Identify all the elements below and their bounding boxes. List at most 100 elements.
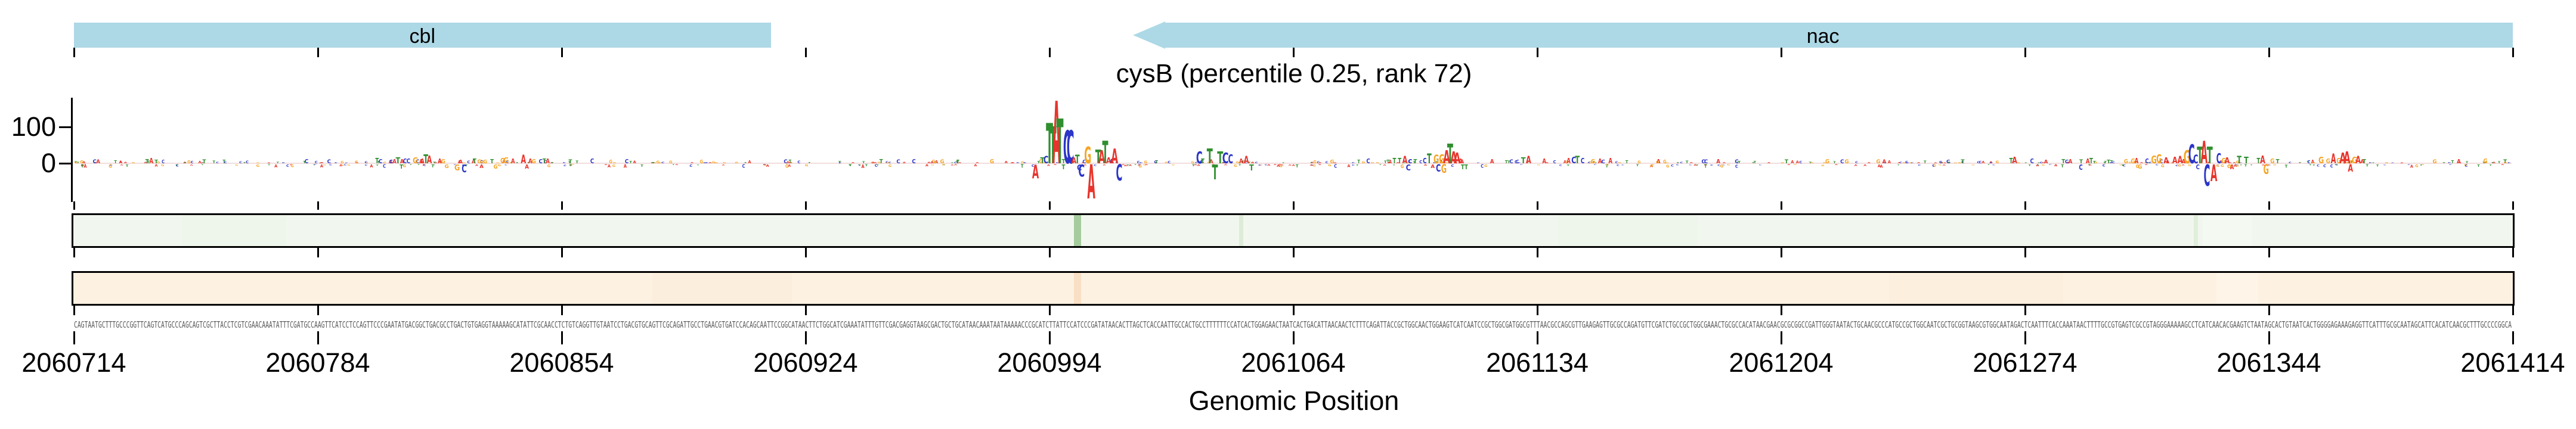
axis-tick [2024,48,2026,57]
logo-letter-G: G [2128,162,2131,164]
logo-letter-A: A [419,159,423,165]
logo-letter-T: T [2299,162,2302,164]
axis-tick [2268,331,2270,344]
logo-letter-C: C [1722,164,1725,166]
logo-letter-T: T [410,164,413,166]
logo-letter-A: A [290,164,293,166]
logo-letter-G: G [1537,164,1540,166]
axis-tick [2512,201,2514,210]
logo-letter-G: G [1909,162,1912,164]
logo-letter-G: G [1720,164,1724,169]
logo-letter-T: T [2061,164,2064,169]
logo-letter-T: T [1212,161,1218,185]
logo-letter-T: T [1049,117,1057,175]
logo-letter-A: A [1542,158,1546,165]
x-axis-title: Genomic Position [1188,386,1400,416]
logo-letter-G: G [1172,164,1175,166]
logo-letter-G: G [1143,164,1146,166]
logo-letter-T: T [880,159,884,165]
logo-letter-A: A [651,162,654,164]
logo-letter-A: A [1072,156,1077,165]
logo-letter-G: G [161,164,164,167]
logo-letter-A: A [521,153,526,166]
axis-tick [2268,248,2270,257]
logo-letter-C: C [797,160,800,164]
logo-letter-T: T [147,160,150,164]
logo-letter-A: A [1318,164,1321,166]
logo-letter-T: T [1526,162,1529,164]
axis-tick [2512,331,2514,344]
logo-letter-C: C [1063,122,1071,174]
logo-letter-A: A [722,164,725,166]
logo-letter-C: C [1137,161,1140,164]
logo-letter-A: A [1011,162,1014,164]
logo-letter-T: T [1248,161,1251,164]
logo-letter-A: A [434,161,438,164]
logo-letter-A: A [2207,161,2211,164]
logo-letter-T: T [543,158,546,165]
logo-letter-T: T [2250,164,2253,166]
logo-letter-G: G [763,164,766,166]
logo-letter-T: T [1075,153,1080,166]
logo-letter-T: T [1592,161,1595,164]
logo-letter-C: C [784,159,787,165]
logo-letter-T: T [1940,162,1943,164]
logo-letter-C: C [2149,161,2152,164]
logo-letter-G: G [1138,164,1142,169]
logo-letter-C: C [201,162,204,164]
logo-letter-A: A [1566,156,1571,165]
logo-letter-C: C [389,158,393,164]
logo-letter-T: T [1126,164,1129,167]
logo-letter-G: G [1208,161,1210,164]
logo-letter-A: A [183,161,187,164]
axis-tick [561,331,563,344]
logo-letter-G: G [256,162,259,164]
logo-letter-T: T [1296,164,1299,169]
track-stripe [182,215,287,246]
logo-letter-G: G [659,162,662,164]
axis-tick [1292,306,1295,315]
logo-letter-T: T [1505,160,1508,164]
logo-letter-A: A [1868,162,1871,164]
logo-letter-C: C [327,159,331,165]
axis-tick [2024,331,2026,344]
logo-letter-C: C [1110,158,1114,165]
logo-letter-A: A [1657,158,1661,165]
logo-letter-C: C [2236,164,2238,166]
logo-letter-C: C [1701,159,1705,165]
logo-letter-C: C [2103,164,2106,167]
x-tick-label: 2061274 [1973,347,2077,378]
logo-letter-T: T [1987,164,1990,166]
logo-letter-C: C [1082,158,1086,164]
logo-letter-G: G [2385,162,2388,164]
logo-letter-C: C [315,161,318,164]
logo-letter-C: C [858,164,861,166]
logo-letter-T: T [849,164,852,166]
logo-letter-G: G [1650,164,1654,167]
logo-letter-T: T [696,164,699,166]
logo-letter-A: A [502,159,506,165]
logo-letter-A: A [1526,155,1531,166]
logo-letter-C: C [1509,159,1513,165]
logo-letter-C: C [216,162,219,164]
logo-letter-C: C [1406,163,1411,172]
logo-letter-G: G [2134,162,2137,164]
logo-letter-A: A [874,162,877,164]
logo-letter-A: A [1723,162,1726,164]
logo-letter-C: C [838,162,841,164]
logo-letter-G: G [1565,160,1568,164]
axis-tick [1292,248,1295,257]
logo-letter-C: C [2065,158,2069,164]
logo-letter-A: A [903,162,906,164]
logo-letter-T: T [2237,155,2241,166]
logo-letter-A: A [935,159,939,164]
logo-letter-T: T [672,164,675,166]
logo-letter-C: C [1265,164,1268,166]
logo-letter-C: C [661,161,664,164]
logo-letter-C: C [2408,164,2411,166]
logo-letter-A: A [2089,164,2092,166]
logo-letter-A: A [1863,164,1867,167]
logo-letter-C: C [1676,164,1679,166]
track-stripe [1889,273,2064,304]
